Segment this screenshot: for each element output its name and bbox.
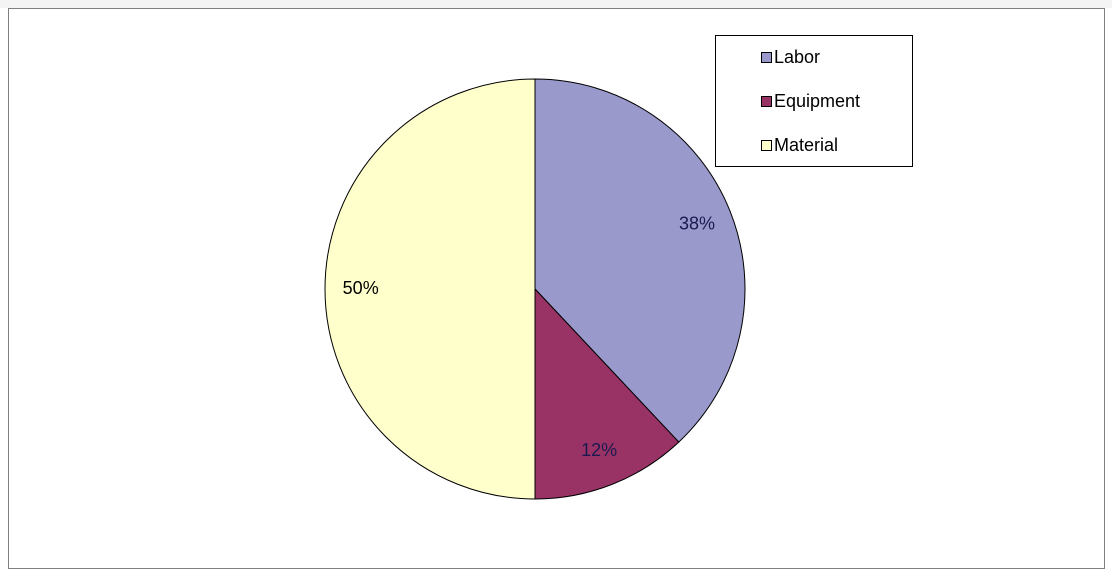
data-label: 12% — [581, 440, 617, 460]
legend-label: Equipment — [774, 91, 860, 111]
legend-label: Labor — [774, 47, 820, 67]
data-label: 38% — [679, 214, 715, 234]
pie-slice — [534, 287, 680, 500]
pie-slice — [324, 78, 536, 500]
legend-swatch — [761, 96, 772, 107]
data-label: 50% — [343, 278, 379, 298]
legend-swatch — [761, 140, 772, 151]
legend-box — [715, 35, 913, 167]
legend-label: Material — [774, 135, 838, 155]
pie-slice — [534, 78, 746, 443]
legend-swatch — [761, 52, 772, 63]
sheet-strip — [0, 0, 1112, 8]
